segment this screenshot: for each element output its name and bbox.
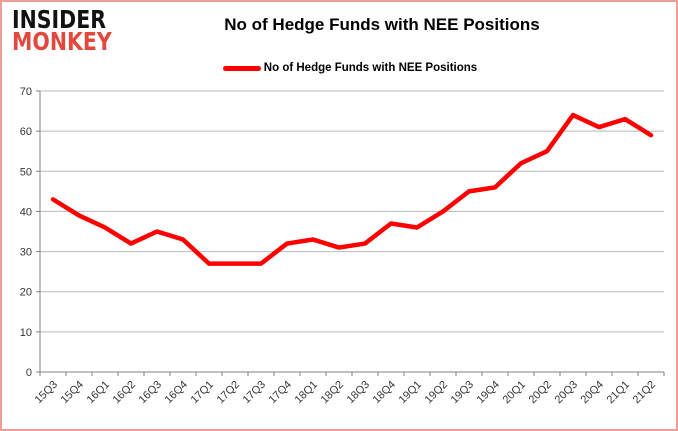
x-tick-label: 19Q3 (449, 379, 477, 407)
x-tick-label: 20Q4 (579, 379, 607, 407)
x-tick-label: 20Q1 (501, 379, 529, 407)
x-tick-label: 21Q1 (605, 379, 633, 407)
x-tick-label: 18Q1 (293, 379, 321, 407)
y-tick-label: 50 (20, 166, 32, 178)
logo-insider-text: INSIDER (12, 5, 106, 34)
x-tick-label: 17Q1 (189, 379, 217, 407)
y-tick-label: 30 (20, 247, 32, 259)
logo-monkey-text: MONKEY (12, 27, 112, 56)
x-tick-label: 20Q3 (553, 379, 581, 407)
x-tick-label: 18Q2 (319, 379, 347, 407)
x-tick-label: 18Q4 (371, 379, 399, 407)
y-tick-label: 60 (20, 126, 32, 138)
x-tick-label: 19Q1 (397, 379, 425, 407)
x-tick-label: 21Q2 (631, 379, 659, 407)
legend-line-swatch (222, 65, 261, 71)
x-tick-label: 15Q3 (33, 379, 61, 407)
x-tick-label: 19Q4 (475, 379, 503, 407)
x-tick-label: 20Q2 (527, 379, 555, 407)
legend: No of Hedge Funds with NEE Positions (2, 62, 676, 74)
x-tick-label: 17Q3 (241, 379, 269, 407)
y-tick-label: 0 (26, 367, 32, 379)
y-tick-label: 70 (20, 86, 32, 98)
insider-monkey-logo: INSIDER MONKEY (12, 5, 134, 56)
x-tick-label: 17Q2 (215, 379, 243, 407)
y-tick-label: 10 (20, 327, 32, 339)
x-tick-label: 18Q3 (345, 379, 373, 407)
x-tick-label: 16Q4 (163, 379, 191, 407)
y-tick-label: 20 (20, 287, 32, 299)
x-tick-label: 16Q3 (137, 379, 165, 407)
chart-title: No of Hedge Funds with NEE Positions (224, 15, 540, 34)
legend-entry: No of Hedge Funds with NEE Positions (222, 62, 478, 74)
x-tick-label: 16Q2 (111, 379, 139, 407)
y-tick-label: 40 (20, 206, 32, 218)
x-tick-label: 15Q4 (59, 379, 87, 407)
x-tick-label: 16Q1 (85, 379, 113, 407)
x-tick-label: 19Q2 (423, 379, 451, 407)
data-line-nee (50, 112, 654, 266)
x-tick-label: 17Q4 (267, 379, 295, 407)
legend-label: No of Hedge Funds with NEE Positions (263, 62, 478, 74)
